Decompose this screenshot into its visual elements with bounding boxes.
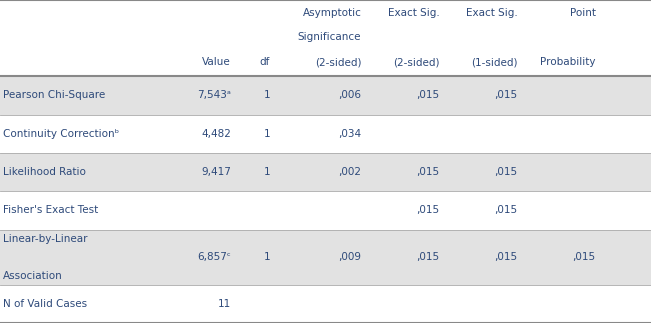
- Text: Significance: Significance: [298, 32, 361, 42]
- Bar: [0, 0, 651, 76]
- Text: ,015: ,015: [416, 90, 439, 100]
- Text: ,006: ,006: [339, 90, 361, 100]
- Text: ,015: ,015: [416, 205, 439, 215]
- Text: Linear-by-Linear: Linear-by-Linear: [3, 234, 88, 244]
- Text: Asymptotic: Asymptotic: [303, 8, 361, 18]
- Text: ,015: ,015: [416, 167, 439, 177]
- Text: Continuity Correctionᵇ: Continuity Correctionᵇ: [3, 129, 119, 139]
- Text: df: df: [260, 57, 270, 67]
- Text: 1: 1: [264, 167, 270, 177]
- Bar: [0, 115, 651, 153]
- Text: Fisher's Exact Test: Fisher's Exact Test: [3, 205, 98, 215]
- Text: 7,543ᵃ: 7,543ᵃ: [197, 90, 231, 100]
- Bar: [0, 230, 651, 285]
- Text: ,015: ,015: [494, 252, 518, 262]
- Text: Likelihood Ratio: Likelihood Ratio: [3, 167, 86, 177]
- Bar: [0, 153, 651, 191]
- Text: (2-sided): (2-sided): [393, 57, 439, 67]
- Text: ,002: ,002: [339, 167, 361, 177]
- Text: 6,857ᶜ: 6,857ᶜ: [197, 252, 231, 262]
- Text: ,015: ,015: [572, 252, 596, 262]
- Text: Association: Association: [3, 271, 63, 281]
- Text: 1: 1: [264, 90, 270, 100]
- Text: ,015: ,015: [494, 90, 518, 100]
- Text: 1: 1: [264, 129, 270, 139]
- Text: 4,482: 4,482: [201, 129, 231, 139]
- Text: Point: Point: [570, 8, 596, 18]
- Text: ,009: ,009: [339, 252, 361, 262]
- Bar: [0, 76, 651, 115]
- Text: Pearson Chi-Square: Pearson Chi-Square: [3, 90, 105, 100]
- Text: (1-sided): (1-sided): [471, 57, 518, 67]
- Bar: [0, 285, 651, 323]
- Text: 11: 11: [218, 299, 231, 309]
- Text: Exact Sig.: Exact Sig.: [466, 8, 518, 18]
- Bar: [0, 191, 651, 230]
- Text: ,015: ,015: [494, 205, 518, 215]
- Text: Probability: Probability: [540, 57, 596, 67]
- Text: 1: 1: [264, 252, 270, 262]
- Text: Value: Value: [202, 57, 231, 67]
- Text: ,015: ,015: [416, 252, 439, 262]
- Text: Exact Sig.: Exact Sig.: [388, 8, 439, 18]
- Text: N of Valid Cases: N of Valid Cases: [3, 299, 87, 309]
- Text: 9,417: 9,417: [201, 167, 231, 177]
- Text: (2-sided): (2-sided): [315, 57, 361, 67]
- Text: ,034: ,034: [338, 129, 361, 139]
- Text: ,015: ,015: [494, 167, 518, 177]
